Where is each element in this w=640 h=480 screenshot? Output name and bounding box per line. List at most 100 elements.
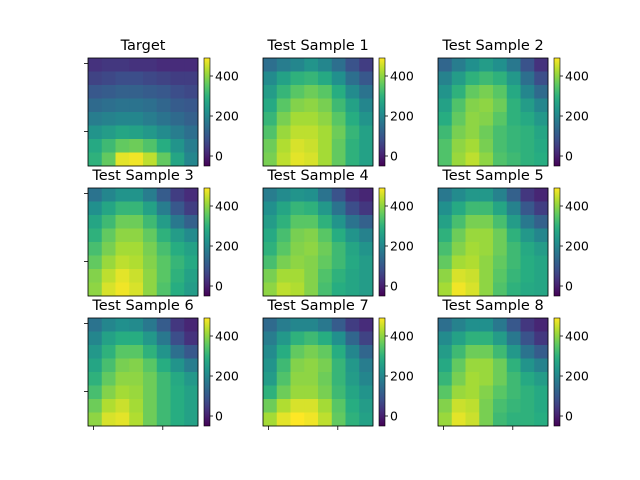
heatmap-cell: [290, 358, 305, 373]
heatmap-cell: [170, 345, 185, 359]
heatmap-cell: [479, 269, 494, 283]
panel-title: Test Sample 4: [266, 168, 368, 184]
heatmap-cell: [345, 112, 360, 126]
heatmap-cell: [318, 345, 333, 359]
heatmap-cell: [506, 345, 521, 359]
heatmap-cell: [465, 201, 480, 216]
heatmap-cell: [534, 242, 549, 256]
heatmap-cell: [156, 358, 171, 373]
heatmap-cell: [438, 71, 453, 86]
heatmap-cell: [156, 112, 171, 126]
heatmap-cell: [534, 412, 549, 427]
heatmap-cell: [451, 188, 466, 202]
panel-9: Test Sample 8 0 200 400: [437, 298, 589, 430]
heatmap-cell: [506, 331, 521, 346]
heatmap-cell: [520, 385, 535, 400]
heatmap-cell: [506, 125, 521, 140]
heatmap-cell: [143, 139, 158, 153]
heatmap-cell: [129, 228, 144, 243]
heatmap-cell: [263, 228, 278, 243]
heatmap-cell: [290, 139, 305, 153]
heatmap-cell: [101, 282, 116, 297]
colorbar-tick-label: 400: [565, 199, 589, 214]
heatmap-cell: [318, 152, 333, 167]
heatmap-cell: [520, 228, 535, 243]
heatmap-cell: [438, 98, 453, 113]
heatmap-cell: [479, 228, 494, 243]
heatmap-cell: [331, 282, 346, 297]
heatmap-cell: [170, 242, 185, 256]
heatmap-cell: [465, 412, 480, 427]
heatmap-cell: [88, 412, 103, 427]
panel-title: Test Sample 1: [266, 38, 368, 54]
heatmap-cell: [318, 255, 333, 270]
heatmap-cell: [506, 385, 521, 400]
panel-title: Test Sample 3: [91, 168, 193, 184]
heatmap-cell: [156, 412, 171, 427]
heatmap-cell: [534, 318, 549, 332]
colorbar-tick-label: 0: [565, 409, 573, 424]
heatmap-cell: [101, 215, 116, 229]
heatmap-cell: [438, 345, 453, 359]
heatmap-cell: [331, 228, 346, 243]
heatmap-cell: [479, 242, 494, 256]
heatmap-cell: [263, 112, 278, 126]
heatmap-cell: [170, 228, 185, 243]
heatmap-cell: [115, 412, 130, 427]
heatmap-cell: [156, 215, 171, 229]
heatmap-cell: [318, 331, 333, 346]
heatmap-cell: [493, 58, 508, 72]
heatmap-cell: [359, 139, 374, 153]
colorbar-tick-label: 400: [390, 329, 414, 344]
colorbar: [203, 317, 211, 427]
heatmap-cell: [170, 98, 185, 113]
heatmap-cell: [506, 318, 521, 332]
heatmap-cell: [156, 331, 171, 346]
heatmap-cell: [331, 358, 346, 373]
heatmap-cell: [101, 71, 116, 86]
heatmap-cell: [290, 242, 305, 256]
heatmap-cell: [359, 412, 374, 427]
heatmap-cell: [101, 372, 116, 386]
heatmap-cell: [290, 71, 305, 86]
colorbar: [378, 57, 386, 167]
heatmap-cell: [318, 215, 333, 229]
heatmap-cell: [304, 242, 319, 256]
heatmap-cell: [276, 412, 291, 427]
heatmap-cell: [143, 58, 158, 72]
heatmap-cell: [359, 228, 374, 243]
heatmap-cell: [493, 399, 508, 413]
heatmap-cell: [170, 112, 185, 126]
heatmap-cell: [156, 188, 171, 202]
heatmap-cell: [318, 98, 333, 113]
heatmap-cell: [143, 255, 158, 270]
heatmap-cell: [304, 318, 319, 332]
heatmap-cell: [88, 188, 103, 202]
heatmap-cell: [520, 399, 535, 413]
heatmap-cell: [438, 412, 453, 427]
heatmap-cell: [506, 98, 521, 113]
heatmap-cell: [479, 188, 494, 202]
heatmap-cell: [465, 215, 480, 229]
heatmap-cell: [115, 318, 130, 332]
heatmap-cell: [506, 242, 521, 256]
heatmap-cell: [438, 152, 453, 167]
heatmap-cell: [438, 85, 453, 99]
heatmap-cell: [506, 255, 521, 270]
heatmap-cell: [479, 255, 494, 270]
heatmap-cell: [479, 125, 494, 140]
heatmap-cell: [331, 201, 346, 216]
heatmap-cell: [520, 242, 535, 256]
heatmap-cell: [276, 345, 291, 359]
heatmap-cell: [276, 358, 291, 373]
heatmap-cell: [143, 85, 158, 99]
heatmap-cell: [534, 112, 549, 126]
heatmap-cell: [184, 228, 199, 243]
heatmap-cell: [506, 188, 521, 202]
heatmap-cell: [101, 98, 116, 113]
heatmap-cell: [331, 412, 346, 427]
heatmap-cell: [318, 201, 333, 216]
colorbar-tick-label: 0: [215, 149, 223, 164]
heatmap-cell: [331, 152, 346, 167]
heatmap-cell: [465, 85, 480, 99]
